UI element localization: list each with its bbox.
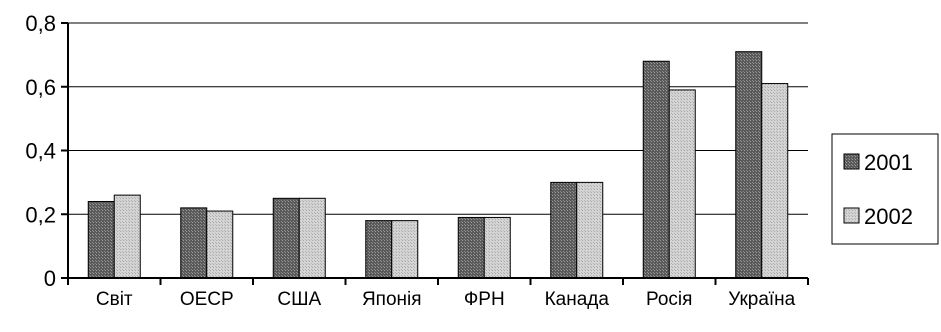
x-tick-label: Світ: [96, 289, 133, 310]
bar-2002: [113, 194, 141, 279]
y-tick-label: 0,2: [25, 202, 56, 227]
legend-swatch-2002: [843, 207, 860, 224]
bar-2001: [735, 51, 763, 279]
y-tick-label: 0,4: [25, 139, 56, 164]
bar-2001: [457, 216, 485, 279]
gridlines: [68, 22, 808, 215]
bar-2002: [483, 216, 511, 279]
x-tick-label: Канада: [545, 289, 610, 310]
bar-2001: [272, 197, 300, 279]
x-tick-labels: Світ ОЕСР США Японія ФРН Канада Росія Україна: [96, 289, 796, 310]
bar-2002: [668, 89, 696, 279]
y-tick-label: 0,8: [25, 11, 56, 36]
bars: [87, 51, 789, 279]
legend-label-2001: 2001: [864, 150, 913, 175]
y-tick-label: 0: [44, 266, 56, 291]
x-tick-label: Японія: [362, 289, 422, 310]
legend-box: [831, 133, 939, 245]
legend: 2001 2002: [831, 133, 939, 245]
bar-2002: [391, 220, 419, 279]
x-tick-label: Росія: [646, 289, 692, 310]
bar-2001: [87, 201, 115, 279]
bar-2002: [298, 197, 326, 279]
legend-swatch-2001: [843, 153, 860, 170]
legend-label-2002: 2002: [864, 204, 913, 229]
x-tick-label: Україна: [728, 289, 795, 310]
x-tick-label: США: [277, 289, 321, 310]
axes: [61, 22, 809, 285]
bar-2001: [365, 220, 393, 279]
bar-2002: [761, 83, 789, 279]
bar-2001: [180, 207, 208, 279]
x-tick-label: ОЕСР: [180, 289, 234, 310]
bar-2002: [576, 181, 604, 279]
bar-2001: [550, 181, 578, 279]
bar-2001: [642, 60, 670, 279]
bar-2002: [206, 210, 234, 279]
y-tick-label: 0,6: [25, 75, 56, 100]
x-tick-label: ФРН: [464, 289, 505, 310]
y-tick-labels: 0 0,2 0,4 0,6 0,8: [25, 11, 56, 291]
